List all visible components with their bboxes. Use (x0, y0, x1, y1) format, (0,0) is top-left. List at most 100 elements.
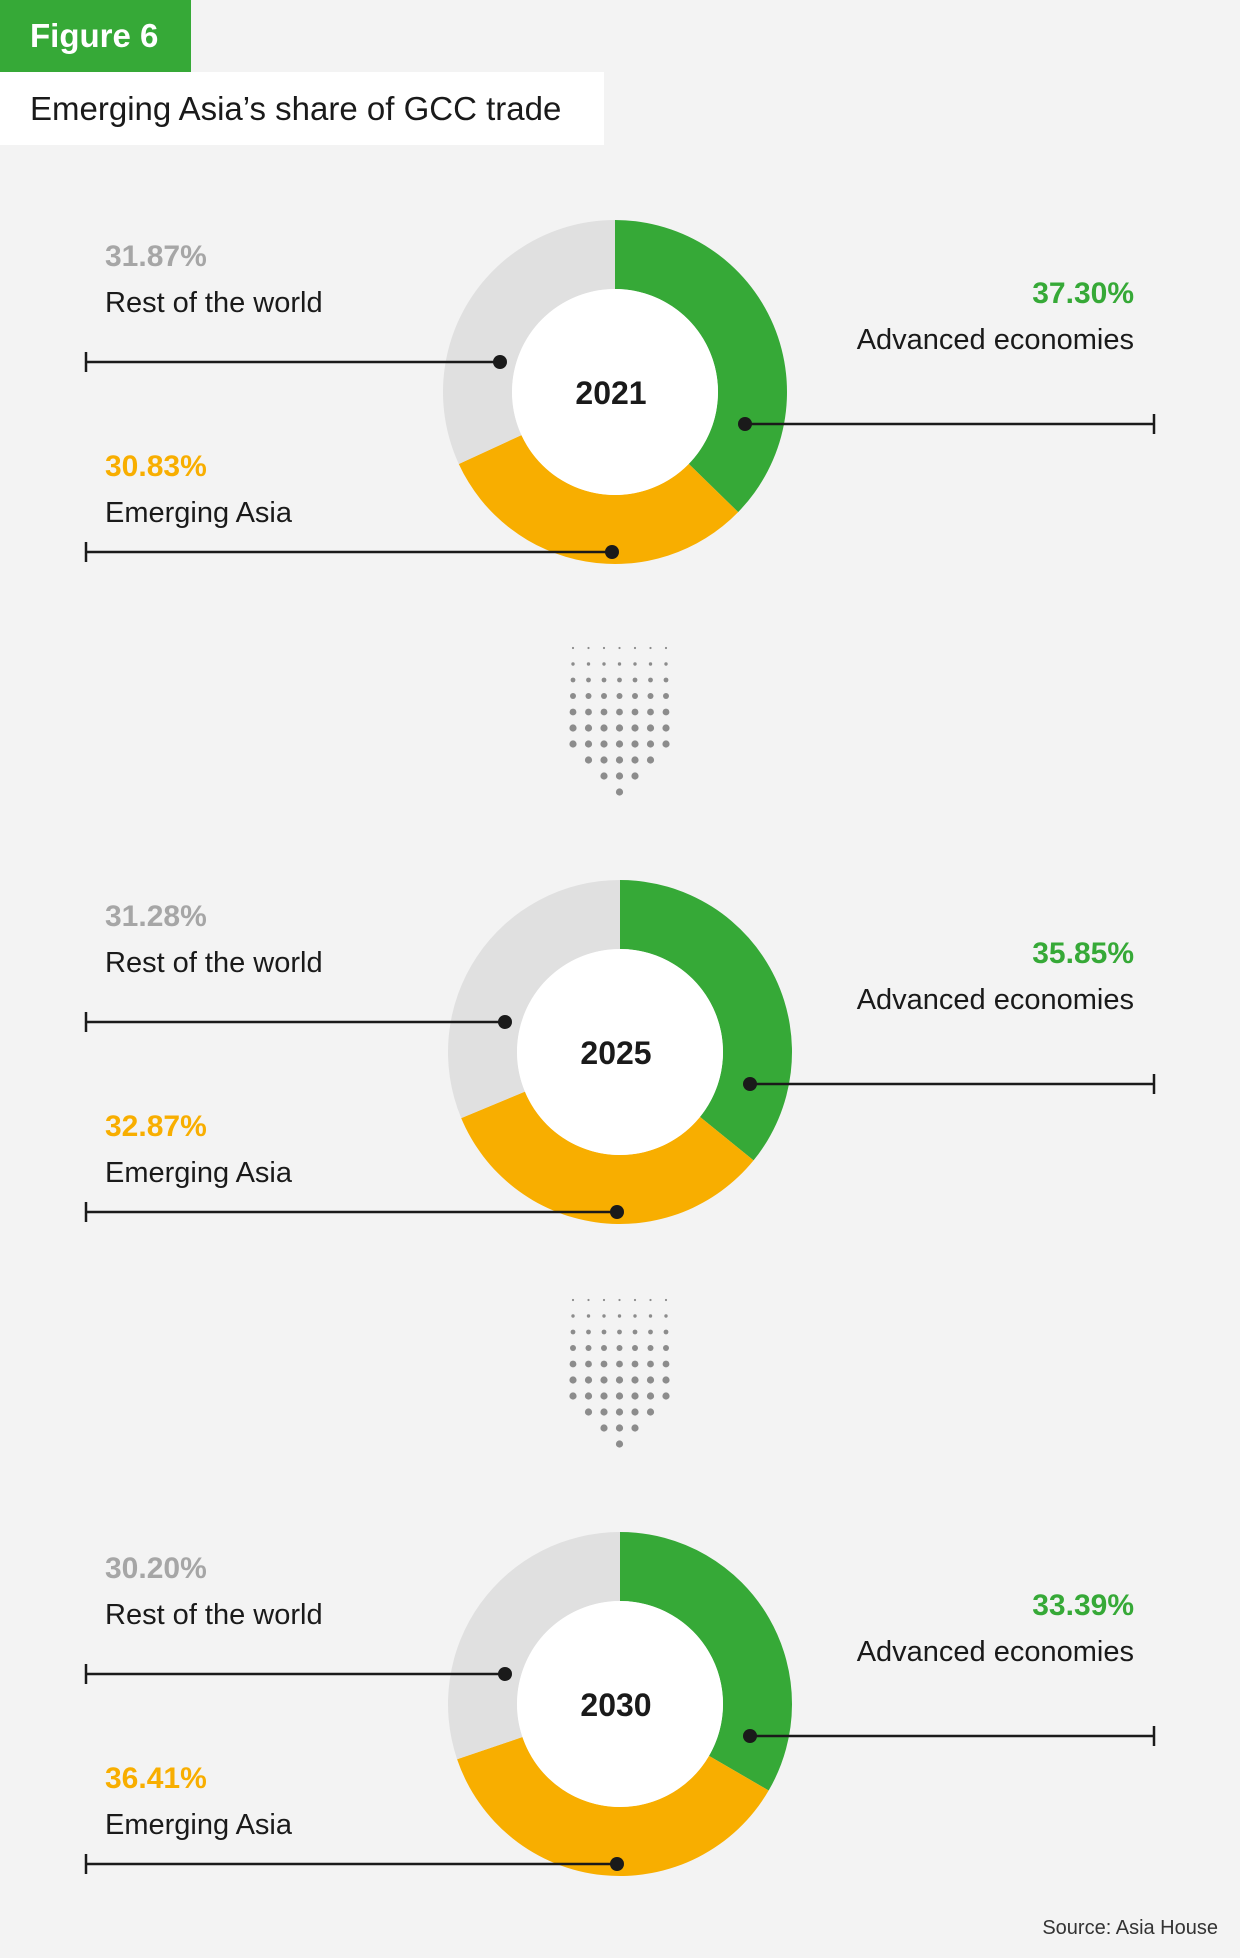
rest-of-world-slice (447, 1532, 620, 1760)
arrow-dot (569, 740, 577, 748)
arrow-dot (617, 1314, 622, 1318)
arrow-dot (664, 662, 668, 666)
advanced-economies-value: 33.39% (1032, 1589, 1134, 1622)
arrow-dot (569, 724, 577, 732)
arrow-dot (646, 1376, 655, 1384)
arrow-dot (615, 788, 624, 796)
arrow-dot (602, 646, 606, 650)
arrow-dot (601, 677, 607, 683)
arrow-dot (647, 1345, 654, 1351)
arrow-dot (601, 1329, 607, 1335)
arrow-dot (586, 677, 591, 683)
emerging-leader-line-dot (605, 545, 619, 559)
arrow-dot (632, 693, 638, 699)
advanced-leader-line-dot (738, 417, 752, 431)
emerging-asia-slice (461, 1091, 754, 1224)
year-label: 2030 (580, 1687, 651, 1723)
arrow-dot (631, 1360, 639, 1368)
arrow-dot (586, 1314, 591, 1318)
arrow-dot (584, 1408, 593, 1416)
arrow-dot (569, 708, 577, 716)
donut-hole (517, 949, 723, 1155)
arrow-dot (646, 724, 655, 732)
arrow-dot (615, 1440, 624, 1448)
donut-chart-2025: 2025 (84, 880, 1156, 1224)
arrow-dot (631, 756, 639, 764)
arrow-dot (615, 756, 624, 764)
rest-of-world-slice (448, 880, 620, 1119)
arrow-dot (664, 646, 668, 650)
arrow-dot (615, 724, 624, 732)
arrow-dot (646, 1408, 655, 1416)
year-label: 2025 (580, 1035, 651, 1071)
arrow-dot (632, 1345, 638, 1351)
donut-chart-2021: 2021 (84, 220, 1156, 564)
arrow-dot (616, 1360, 623, 1368)
arrow-dot (647, 1360, 654, 1368)
arrow-dot (585, 1345, 592, 1351)
arrow-dot (662, 1360, 670, 1368)
arrow-dot (602, 1298, 606, 1302)
emerging-asia-label: Emerging Asia (105, 1157, 292, 1189)
emerging-asia-label: Emerging Asia (105, 1809, 292, 1841)
rest-of-world-label: Rest of the world (105, 947, 323, 979)
arrow-dot (648, 662, 653, 666)
arrow-dot (648, 677, 653, 683)
donut-section-2021: 2021 31.87% Rest of the world 37.30% Adv… (0, 212, 1240, 572)
arrow-dot (570, 693, 576, 699)
dotted-arrow-icon (569, 646, 670, 796)
arrow-dot (662, 740, 670, 748)
advanced-economies-slice (615, 220, 787, 513)
arrow-dot (646, 740, 655, 748)
arrow-dot (569, 1360, 577, 1368)
advanced-leader-line-dot (743, 1729, 757, 1743)
arrow-dot (617, 1329, 622, 1335)
chart-title: Emerging Asia’s share of GCC trade (0, 72, 604, 145)
arrow-dot (631, 708, 639, 716)
arrow-dot (600, 1424, 608, 1432)
arrow-dot (662, 1392, 670, 1400)
arrow-dot (615, 1392, 624, 1400)
arrow-dot (662, 1376, 670, 1384)
arrow-dot (584, 724, 593, 732)
arrow-dot (618, 646, 621, 650)
advanced-economies-label: Advanced economies (856, 1636, 1134, 1668)
source-note: Source: Asia House (1042, 1917, 1218, 1939)
arrow-dot (585, 693, 592, 699)
rest-of-world-value: 30.20% (105, 1552, 207, 1585)
arrow-dot (600, 1376, 608, 1384)
advanced-economies-value: 35.85% (1032, 937, 1134, 970)
arrow-dot (662, 708, 670, 716)
arrow-dot (616, 708, 623, 716)
arrow-dot (616, 693, 623, 699)
donut-hole (512, 289, 718, 495)
arrow-dot (631, 1376, 639, 1384)
donut-section-2030: 2030 30.20% Rest of the world 33.39% Adv… (0, 1524, 1240, 1884)
donut-section-2025: 2025 31.28% Rest of the world 35.85% Adv… (0, 872, 1240, 1232)
rest-leader-line-dot (498, 1667, 512, 1681)
emerging-asia-value: 32.87% (105, 1110, 207, 1143)
arrow-dot (646, 1392, 655, 1400)
arrow-dot (571, 1298, 575, 1302)
advanced-leader-line-dot (743, 1077, 757, 1091)
arrow-dot (569, 1392, 577, 1400)
arrow-dot (602, 1314, 606, 1318)
arrow-dot (618, 1298, 621, 1302)
emerging-asia-slice (458, 435, 739, 564)
dotted-arrow-icon (569, 1298, 670, 1448)
arrow-dot (662, 724, 670, 732)
arrow-dot (631, 1408, 639, 1416)
arrow-dot (633, 662, 637, 666)
arrow-dot (571, 662, 575, 666)
emerging-leader-line-dot (610, 1205, 624, 1219)
emerging-asia-value: 30.83% (105, 450, 207, 483)
arrow-dot (663, 677, 669, 683)
arrow-dot (631, 1424, 639, 1432)
rest-of-world-label: Rest of the world (105, 287, 323, 319)
arrow-dot (647, 693, 654, 699)
arrow-dot (584, 740, 593, 748)
rest-of-world-value: 31.87% (105, 240, 207, 273)
arrow-dot (584, 1376, 593, 1384)
rest-of-world-value: 31.28% (105, 900, 207, 933)
arrow-dot (615, 740, 624, 748)
